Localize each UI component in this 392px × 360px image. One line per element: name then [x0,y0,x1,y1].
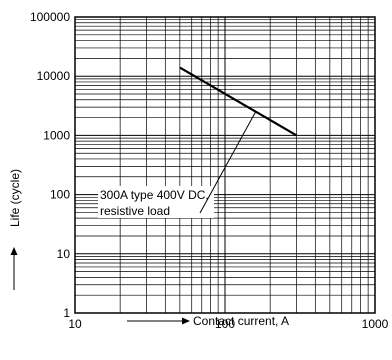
y-tick-label: 100000 [30,10,70,24]
plot-frame [74,16,376,314]
x-tick-label: 10 [68,317,82,331]
y-axis-title: Life (cycle) [8,169,22,227]
grid [74,17,375,314]
y-tick-label: 1 [63,306,70,320]
annotation-background [98,186,214,218]
y-tick-label: 1000 [43,128,70,142]
series-group [179,66,298,137]
annotation-group: 300A type 400V DC, resistive load [98,111,257,218]
x-axis-arrowhead-icon [182,317,190,325]
y-tick-label: 100 [50,188,70,202]
annotation-leader-line [199,111,257,214]
x-axis-title: Contact current, A [193,314,289,328]
series-line [179,66,298,137]
annotation-text: 300A type 400V DC, [100,188,209,202]
x-tick-label: 100 [215,317,235,331]
y-tick-label: 10 [57,247,71,261]
x-tick-label: 1000 [362,317,389,331]
y-tick-label: 10000 [37,69,71,83]
y-axis-arrowhead-icon [10,247,18,255]
annotation-text: resistive load [100,204,170,218]
